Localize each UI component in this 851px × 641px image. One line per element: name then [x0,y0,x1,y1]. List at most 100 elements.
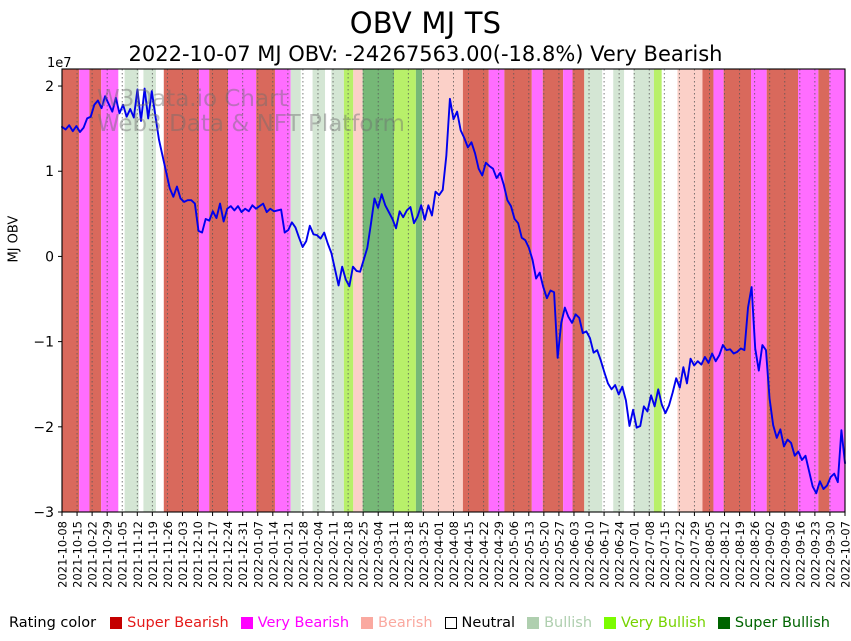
rating-band [325,69,332,512]
x-tick-label: 2022-08-19 [733,521,747,588]
rating-band [751,69,767,512]
x-tick-label: 2022-01-28 [296,521,310,588]
legend-entry[interactable]: Super Bullish [717,615,830,631]
rating-band [415,69,423,512]
rating-band [766,69,799,512]
y-tick-label: −1 [33,335,54,351]
x-tick-label: 2022-01-14 [266,521,280,588]
rating-band [89,69,102,512]
legend-entry[interactable]: Very Bullish [604,615,706,631]
x-tick-label: 2022-04-08 [447,521,461,588]
rating-band [563,69,573,512]
legend-swatch-icon [240,617,253,629]
rating-band [331,69,344,512]
x-tick-label: 2022-09-02 [763,521,777,588]
x-tick-label: 2022-09-16 [793,521,807,588]
x-tick-label: 2022-02-18 [342,521,356,588]
x-tick-label: 2022-04-15 [462,521,476,588]
rating-band [462,69,489,512]
x-tick-label: 2022-10-07 [839,521,851,588]
rating-band [124,69,139,512]
grid-lines [61,69,846,512]
x-tick-label: 2022-06-03 [567,521,581,588]
rating-bands [62,69,845,512]
rating-band [101,69,119,512]
legend-entry[interactable]: Bullish [527,615,592,631]
x-tick-label: 2021-12-17 [206,521,220,588]
rating-band [798,69,819,512]
y-axis-ticks: 2 1 0 −1 −2 −3 [33,79,62,521]
x-tick-label: 2022-07-22 [673,521,687,588]
x-tick-label: 2021-11-26 [161,521,175,588]
legend-label: Bearish [378,615,433,631]
rating-band [488,69,505,512]
x-tick-label: 2022-02-04 [311,521,325,588]
rating-band [155,69,164,512]
x-tick-label: 2022-07-15 [658,521,672,588]
x-tick-label: 2022-02-11 [327,521,341,588]
x-tick-label: 2022-06-10 [583,521,597,588]
x-tick-label: 2022-07-01 [628,521,642,588]
rating-band [633,69,654,512]
rating-band [677,69,703,512]
rating-band [274,69,291,512]
rating-band [702,69,714,512]
y-tick-label: 1 [45,164,54,180]
x-tick-label: 2021-12-03 [176,521,190,588]
legend-swatch-icon [444,617,457,629]
rating-band [163,69,200,512]
x-tick-label: 2022-09-23 [808,521,822,588]
rating-band [723,69,752,512]
rating-band [228,69,257,512]
x-tick-label: 2022-04-22 [477,521,491,588]
x-tick-label: 2022-08-26 [748,521,762,588]
y-tick-label: 2 [45,79,54,95]
legend-label: Neutral [461,615,516,631]
rating-band [653,69,662,512]
rating-band [572,69,585,512]
rating-band [353,69,363,512]
legend-label: Very Bearish [257,615,350,631]
obv-line-series [61,87,846,495]
x-tick-label: 2021-10-29 [101,521,115,588]
rating-band [199,69,210,512]
rating-band [209,69,228,512]
y-tick-label: −2 [33,420,54,436]
x-tick-label: 2021-10-08 [56,521,70,588]
x-tick-label: 2021-12-10 [191,521,205,588]
y-tick-label: 0 [45,249,54,265]
chart-legend: Rating color Super Bearish Very Bearish Be… [0,615,851,631]
rating-band [602,69,614,512]
y-axis-exponent: 1e7 [47,56,72,71]
x-tick-label: 2021-10-22 [86,521,100,588]
rating-band [312,69,326,512]
rating-band [829,69,845,512]
rating-band [343,69,354,512]
rating-band [256,69,275,512]
x-tick-label: 2022-08-12 [718,521,732,588]
x-tick-label: 2022-01-07 [251,521,265,588]
x-tick-label: 2022-09-30 [823,521,837,588]
x-tick-label: 2022-03-04 [372,521,386,588]
rating-band [62,69,80,512]
rating-band [584,69,603,512]
x-axis-ticks: 2021-10-08 2021-10-15 2021-10-22 2021-10-29… [56,512,851,588]
legend-label: Super Bearish [127,615,229,631]
legend-entry[interactable]: Super Bearish [110,615,229,631]
rating-band [531,69,543,512]
x-tick-label: 2022-07-08 [643,521,657,588]
legend-label: Very Bullish [621,615,706,631]
legend-label: Super Bullish [734,615,830,631]
rating-band [138,69,144,512]
legend-entry[interactable]: Bearish [361,615,433,631]
rating-band [713,69,724,512]
legend-swatch-icon [361,617,374,629]
rating-band [79,69,90,512]
legend-entry[interactable]: Very Bearish [240,615,350,631]
legend-swatch-icon [527,617,540,629]
x-tick-label: 2022-04-01 [432,521,446,588]
x-tick-label: 2022-06-24 [613,521,627,588]
legend-entry[interactable]: Neutral [444,615,516,631]
